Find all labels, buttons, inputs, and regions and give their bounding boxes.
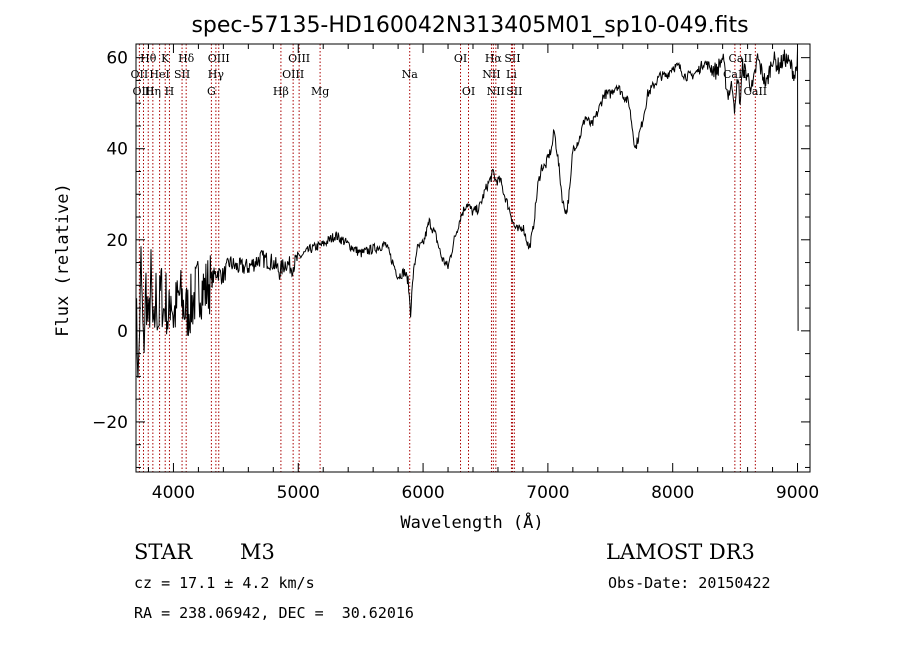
x-axis-label: Wavelength (Å) — [400, 511, 543, 533]
line-label-Hδ: Hδ — [178, 52, 195, 65]
x-tick-label: 7000 — [526, 483, 569, 503]
plot-area: Hθ OII OIII K HeI SII Hη H Hδ OIII Hγ G OIII OIII Hβ Mg… — [92, 43, 819, 503]
line-label-CaII: CaII — [743, 85, 767, 98]
x-tick-label: 4000 — [152, 483, 195, 503]
y-tick-label: 0 — [117, 322, 128, 342]
object-class: STAR — [134, 540, 193, 564]
line-label-K: K — [161, 52, 170, 65]
line-label-NII: NII — [487, 85, 505, 98]
survey-name: LAMOST DR3 — [606, 540, 755, 564]
line-label-OIII: OIII — [282, 68, 304, 81]
object-subclass: M3 — [240, 540, 275, 564]
y-tick-label: 40 — [106, 140, 128, 160]
line-label-SII: SII — [174, 68, 190, 81]
ra-dec-coordinates: RA = 238.06942, DEC = 30.62016 — [134, 604, 414, 622]
line-label-G: G — [207, 85, 216, 98]
chart-title: spec-57135-HD160042N313405M01_sp10-049.f… — [191, 13, 748, 38]
line-label-Hβ: Hβ — [273, 85, 289, 98]
y-tick-label: −20 — [92, 413, 128, 433]
line-label-Li: Li — [506, 68, 517, 81]
redshift-cz: cz = 17.1 ± 4.2 km/s — [134, 574, 315, 592]
line-label-OII: OII — [131, 68, 149, 81]
plot-frame — [135, 43, 811, 473]
line-label-SII: SII — [506, 85, 522, 98]
line-label-OIII: OIII — [288, 52, 310, 65]
line-label-Hγ: Hγ — [208, 68, 225, 81]
line-label-CaII: CaII — [729, 52, 753, 65]
line-label-SII: SII — [504, 52, 520, 65]
y-tick-label: 60 — [106, 49, 128, 69]
x-tick-label: 6000 — [401, 483, 444, 503]
line-label-Hη: Hη — [145, 85, 161, 98]
line-label-OIII: OIII — [132, 85, 154, 98]
x-tick-label: 5000 — [277, 483, 320, 503]
line-label-HeI: HeI — [149, 68, 169, 81]
line-label-OIII: OIII — [208, 52, 230, 65]
line-label-OI: OI — [462, 85, 475, 98]
line-label-Mg: Mg — [311, 85, 329, 98]
line-label-OI: OI — [454, 52, 467, 65]
observation-date: Obs-Date: 20150422 — [608, 574, 771, 592]
spectrum-line — [135, 49, 799, 378]
x-tick-label: 8000 — [651, 483, 694, 503]
line-label-Hθ: Hθ — [140, 52, 157, 65]
line-label-Na: Na — [402, 68, 419, 81]
y-axis-label: Flux (relative) — [53, 183, 73, 337]
line-label-CaII: CaII — [723, 68, 747, 81]
x-tick-label: 9000 — [776, 483, 819, 503]
line-label-NII: NII — [482, 68, 500, 81]
line-label-H: H — [165, 85, 175, 98]
y-tick-label: 20 — [106, 231, 128, 251]
line-label-Hα: Hα — [485, 52, 503, 65]
